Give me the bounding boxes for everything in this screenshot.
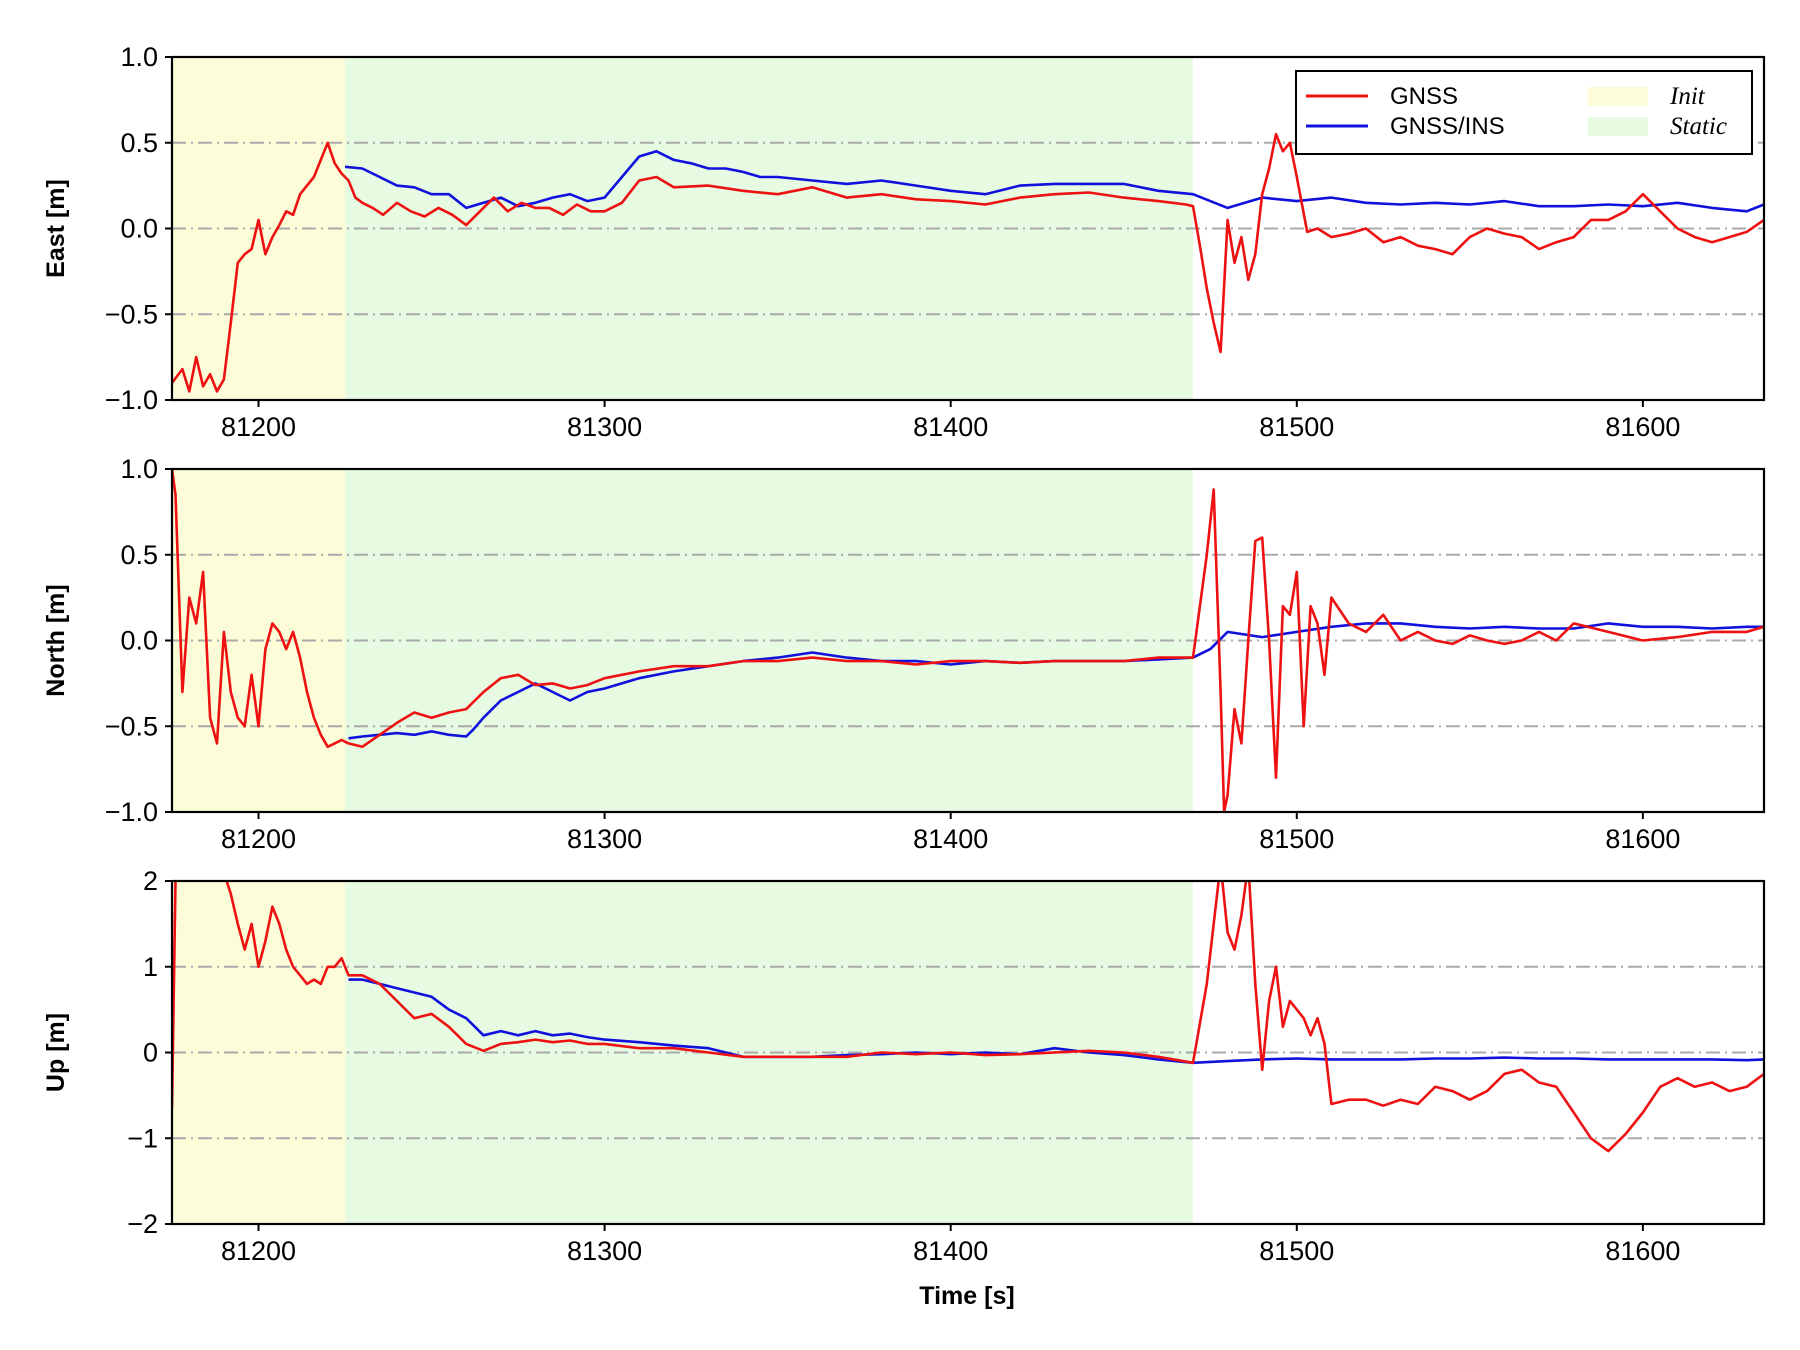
x-tick-label: 81600 [1605,1236,1680,1266]
legend-label: GNSS/INS [1390,113,1505,140]
series-line-gnss [172,132,1764,393]
panel-2: −1.0 −0.5 0.0 0.5 1.0 81200 81300 81400 81500 816… [42,454,1766,854]
y-tick-label: −0.5 [105,711,158,741]
x-tick-label: 81300 [567,1236,642,1266]
y-tick-label: 0 [143,1038,158,1068]
x-tick-label: 81200 [221,412,296,442]
x-tick-label: 81500 [1259,1236,1334,1266]
x-tick-label: 81600 [1605,824,1680,854]
x-tick-label: 81500 [1259,412,1334,442]
y-axis-title: North [m] [42,584,70,696]
y-tick-label: −1.0 [105,797,158,827]
y-tick-label: 1.0 [120,42,158,72]
legend-patch-init [1588,87,1648,106]
x-tick-label: 81200 [221,1236,296,1266]
y-tick-label: 0.5 [120,540,158,570]
y-tick-label: 0.0 [120,626,158,656]
panel-3: −2 −1 0 1 2 81200 81300 81400 81500 81600 Up [m] [42,866,1766,1266]
legend-label: Static [1670,113,1727,140]
x-tick-label: 81300 [567,824,642,854]
y-axis-title: East [m] [42,179,70,278]
x-tick-label: 81400 [913,824,988,854]
x-tick-label: 81400 [913,1236,988,1266]
legend-label: Init [1669,83,1706,110]
x-tick-label: 81300 [567,412,642,442]
y-tick-label: 1 [143,952,158,982]
x-tick-label: 81200 [221,824,296,854]
x-tick-label: 81600 [1605,412,1680,442]
x-tick-label: 81400 [913,412,988,442]
y-tick-label: −2 [127,1209,158,1239]
x-axis-title: Time [s] [919,1282,1014,1310]
y-tick-label: 1.0 [120,454,158,484]
y-tick-label: −1 [127,1123,158,1153]
series-line-gnss [172,881,1764,1153]
y-tick-label: 0.0 [120,214,158,244]
series-line-gnss [172,469,1764,812]
y-tick-label: −1.0 [105,385,158,415]
series-line-gnss-ins [344,150,1764,213]
y-tick-label: −0.5 [105,299,158,329]
y-axis-title: Up [m] [42,1013,70,1092]
legend-label: GNSS [1390,83,1458,110]
y-tick-label: 2 [143,866,158,896]
legend-box [1295,70,1753,155]
y-tick-label: 0.5 [120,128,158,158]
legend: GNSS GNSS/INS Init Static [1295,70,1753,155]
legend-patch-static [1588,117,1648,136]
panel-1: −1.0 −0.5 0.0 0.5 1.0 81200 81300 81400 81500 816… [42,42,1766,442]
x-tick-label: 81500 [1259,824,1334,854]
